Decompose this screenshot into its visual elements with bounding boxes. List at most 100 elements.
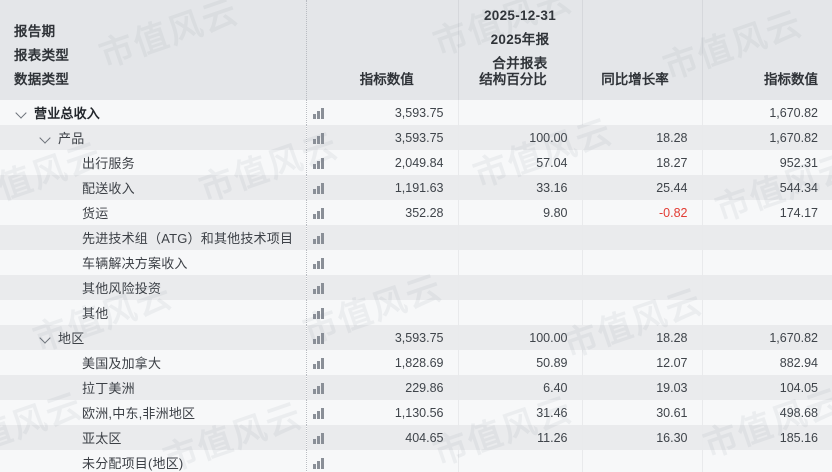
row-label-cell[interactable]: 地区 — [0, 325, 306, 350]
row-chart-icon-cell[interactable] — [305, 200, 330, 225]
bar-chart-icon[interactable] — [311, 357, 325, 369]
cell-v2: 11.26 — [457, 425, 582, 450]
bar-chart-icon[interactable] — [311, 157, 325, 169]
row-chart-icon-cell[interactable] — [305, 350, 330, 375]
row-chart-icon-cell[interactable] — [305, 125, 330, 150]
table-row[interactable]: 欧洲,中东,非洲地区 1,130.56 31.46 30.61 498.68 — [0, 400, 832, 425]
header-col-label: 同比增长率 — [601, 72, 669, 87]
table-row[interactable]: 未分配项目(地区) — [0, 450, 832, 472]
bar-chart-icon[interactable] — [311, 257, 325, 269]
cell-v1: 1,828.69 — [330, 350, 458, 375]
bar-chart-icon[interactable] — [311, 332, 325, 344]
cell-v2: 57.04 — [457, 150, 582, 175]
bar-chart-icon[interactable] — [311, 207, 325, 219]
bar-chart-icon[interactable] — [311, 107, 325, 119]
row-chart-icon-cell[interactable] — [305, 150, 330, 175]
bar-chart-icon[interactable] — [311, 382, 325, 394]
bar-chart-icon[interactable] — [311, 307, 325, 319]
cell-v3 — [581, 225, 702, 250]
cell-v1: 3,593.75 — [330, 125, 458, 150]
cell-v3 — [581, 100, 702, 125]
cell-v1: 1,130.56 — [330, 400, 458, 425]
table-row[interactable]: 美国及加拿大 1,828.69 50.89 12.07 882.94 — [0, 350, 832, 375]
row-label-cell[interactable]: 出行服务 — [0, 150, 306, 175]
row-label-cell[interactable]: 欧洲,中东,非洲地区 — [0, 400, 306, 425]
chevron-down-icon[interactable] — [38, 330, 54, 346]
cell-v2 — [457, 275, 582, 300]
row-label: 拉丁美洲 — [82, 381, 135, 396]
table-row[interactable]: 产品 3,593.75 100.00 18.28 1,670.82 — [0, 125, 832, 150]
row-chart-icon-cell[interactable] — [305, 325, 330, 350]
table-row[interactable]: 营业总收入 3,593.75 1,670.82 — [0, 100, 832, 125]
row-label-cell[interactable]: 产品 — [0, 125, 306, 150]
table-row[interactable]: 车辆解决方案收入 — [0, 250, 832, 275]
header-period-report: 2025年报 — [490, 32, 550, 47]
row-chart-icon-cell[interactable] — [305, 450, 330, 472]
row-chart-icon-cell[interactable] — [305, 400, 330, 425]
row-label: 出行服务 — [82, 156, 135, 171]
chevron-down-icon[interactable] — [38, 130, 54, 146]
row-chart-icon-cell[interactable] — [305, 375, 330, 400]
row-label-cell[interactable]: 其他 — [0, 300, 306, 325]
chevron-spacer — [62, 455, 78, 471]
row-chart-icon-cell[interactable] — [305, 300, 330, 325]
header-col-metric-value-2: 指标数值 — [701, 0, 832, 100]
bar-chart-icon[interactable] — [311, 132, 325, 144]
table-row[interactable]: 其他 — [0, 300, 832, 325]
row-label: 营业总收入 — [34, 106, 101, 121]
row-chart-icon-cell[interactable] — [305, 100, 330, 125]
table-row[interactable]: 配送收入 1,191.63 33.16 25.44 544.34 — [0, 175, 832, 200]
table-row[interactable]: 先进技术组（ATG）和其他技术项目 — [0, 225, 832, 250]
row-label-cell[interactable]: 营业总收入 — [0, 100, 306, 125]
chevron-spacer — [62, 230, 78, 246]
row-label-cell[interactable]: 亚太区 — [0, 425, 306, 450]
chevron-down-icon[interactable] — [14, 105, 30, 121]
table-row[interactable]: 地区 3,593.75 100.00 18.28 1,670.82 — [0, 325, 832, 350]
header-col-metric-value-1: 指标数值 — [330, 0, 458, 100]
bar-chart-icon[interactable] — [311, 182, 325, 194]
table-row[interactable]: 亚太区 404.65 11.26 16.30 185.16 — [0, 425, 832, 450]
row-label-cell[interactable]: 货运 — [0, 200, 306, 225]
row-chart-icon-cell[interactable] — [305, 250, 330, 275]
cell-v2: 100.00 — [457, 125, 582, 150]
header-icon-spacer — [305, 0, 330, 100]
row-label-cell[interactable]: 配送收入 — [0, 175, 306, 200]
bar-chart-icon[interactable] — [311, 282, 325, 294]
cell-v1 — [330, 300, 458, 325]
bar-chart-icon[interactable] — [311, 457, 325, 469]
row-label-cell[interactable]: 未分配项目(地区) — [0, 450, 306, 472]
table-row[interactable]: 货运 352.28 9.80 -0.82 174.17 — [0, 200, 832, 225]
cell-v2: 31.46 — [457, 400, 582, 425]
cell-v1 — [330, 275, 458, 300]
row-label-cell[interactable]: 拉丁美洲 — [0, 375, 306, 400]
chevron-spacer — [62, 430, 78, 446]
cell-v3: -0.82 — [581, 200, 702, 225]
row-label: 美国及加拿大 — [82, 356, 162, 371]
table-row[interactable]: 拉丁美洲 229.86 6.40 19.03 104.05 — [0, 375, 832, 400]
row-chart-icon-cell[interactable] — [305, 275, 330, 300]
header-left-labels: 报告期 报表类型 数据类型 — [0, 0, 306, 100]
row-chart-icon-cell[interactable] — [305, 425, 330, 450]
cell-v1: 2,049.84 — [330, 150, 458, 175]
cell-v2: 50.89 — [457, 350, 582, 375]
row-chart-icon-cell[interactable] — [305, 225, 330, 250]
cell-v4 — [701, 225, 832, 250]
cell-v4: 882.94 — [701, 350, 832, 375]
row-chart-icon-cell[interactable] — [305, 175, 330, 200]
bar-chart-icon[interactable] — [311, 407, 325, 419]
bar-chart-icon[interactable] — [311, 432, 325, 444]
cell-v3: 12.07 — [581, 350, 702, 375]
row-label: 其他 — [82, 306, 109, 321]
cell-v2: 33.16 — [457, 175, 582, 200]
row-label-cell[interactable]: 先进技术组（ATG）和其他技术项目 — [0, 225, 306, 250]
row-label-cell[interactable]: 其他风险投资 — [0, 275, 306, 300]
row-label: 地区 — [58, 331, 85, 346]
cell-v2: 6.40 — [457, 375, 582, 400]
row-label-cell[interactable]: 美国及加拿大 — [0, 350, 306, 375]
cell-v3: 16.30 — [581, 425, 702, 450]
table-row[interactable]: 出行服务 2,049.84 57.04 18.27 952.31 — [0, 150, 832, 175]
table-row[interactable]: 其他风险投资 — [0, 275, 832, 300]
row-label-cell[interactable]: 车辆解决方案收入 — [0, 250, 306, 275]
bar-chart-icon[interactable] — [311, 232, 325, 244]
